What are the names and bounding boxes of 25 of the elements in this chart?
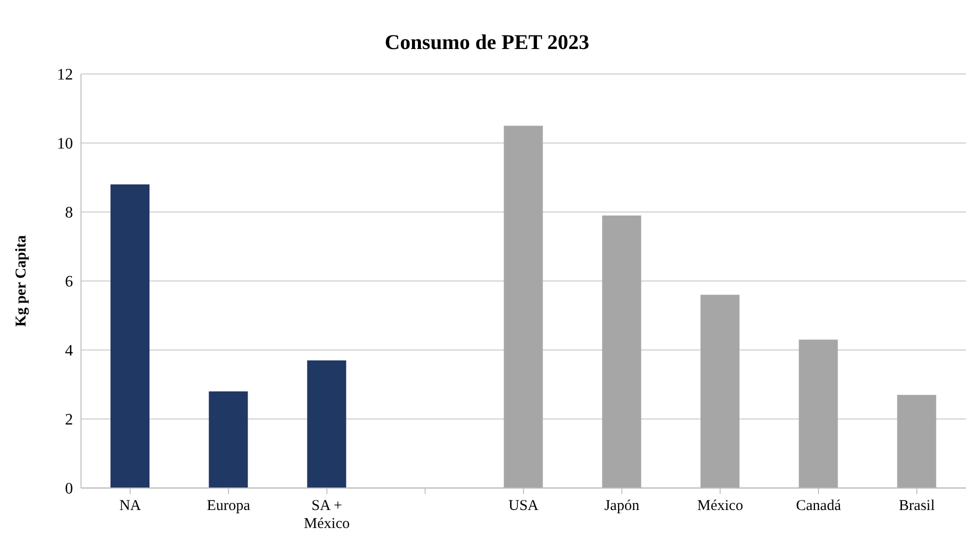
y-tick-label: 2 xyxy=(65,412,73,429)
x-tick-label: USA xyxy=(508,498,539,514)
x-tick-label: Canadá xyxy=(796,498,842,514)
y-tick-label: 4 xyxy=(65,342,73,360)
bar xyxy=(798,340,838,488)
y-tick-label: 0 xyxy=(65,480,73,498)
bar xyxy=(897,394,936,488)
bar xyxy=(602,215,642,488)
x-tick-label: México xyxy=(697,498,744,514)
y-tick-label: 6 xyxy=(65,274,73,291)
chart-title: Consumo de PET 2023 xyxy=(384,30,590,55)
y-tick-label: 10 xyxy=(57,136,73,153)
bar xyxy=(307,360,346,488)
bar xyxy=(208,391,248,488)
x-tick-label: Japón xyxy=(604,498,640,514)
x-tick-label: Europa xyxy=(206,498,250,514)
bar xyxy=(110,184,150,488)
bar xyxy=(504,126,543,488)
bar xyxy=(700,294,740,488)
y-axis-title: Kg per Capita xyxy=(13,234,30,327)
x-tick-label: SA + México xyxy=(304,498,350,532)
y-tick-label: 12 xyxy=(57,66,73,84)
x-tick-label: Brasil xyxy=(898,498,935,514)
x-tick-label: NA xyxy=(119,498,142,514)
y-tick-label: 8 xyxy=(65,204,73,222)
